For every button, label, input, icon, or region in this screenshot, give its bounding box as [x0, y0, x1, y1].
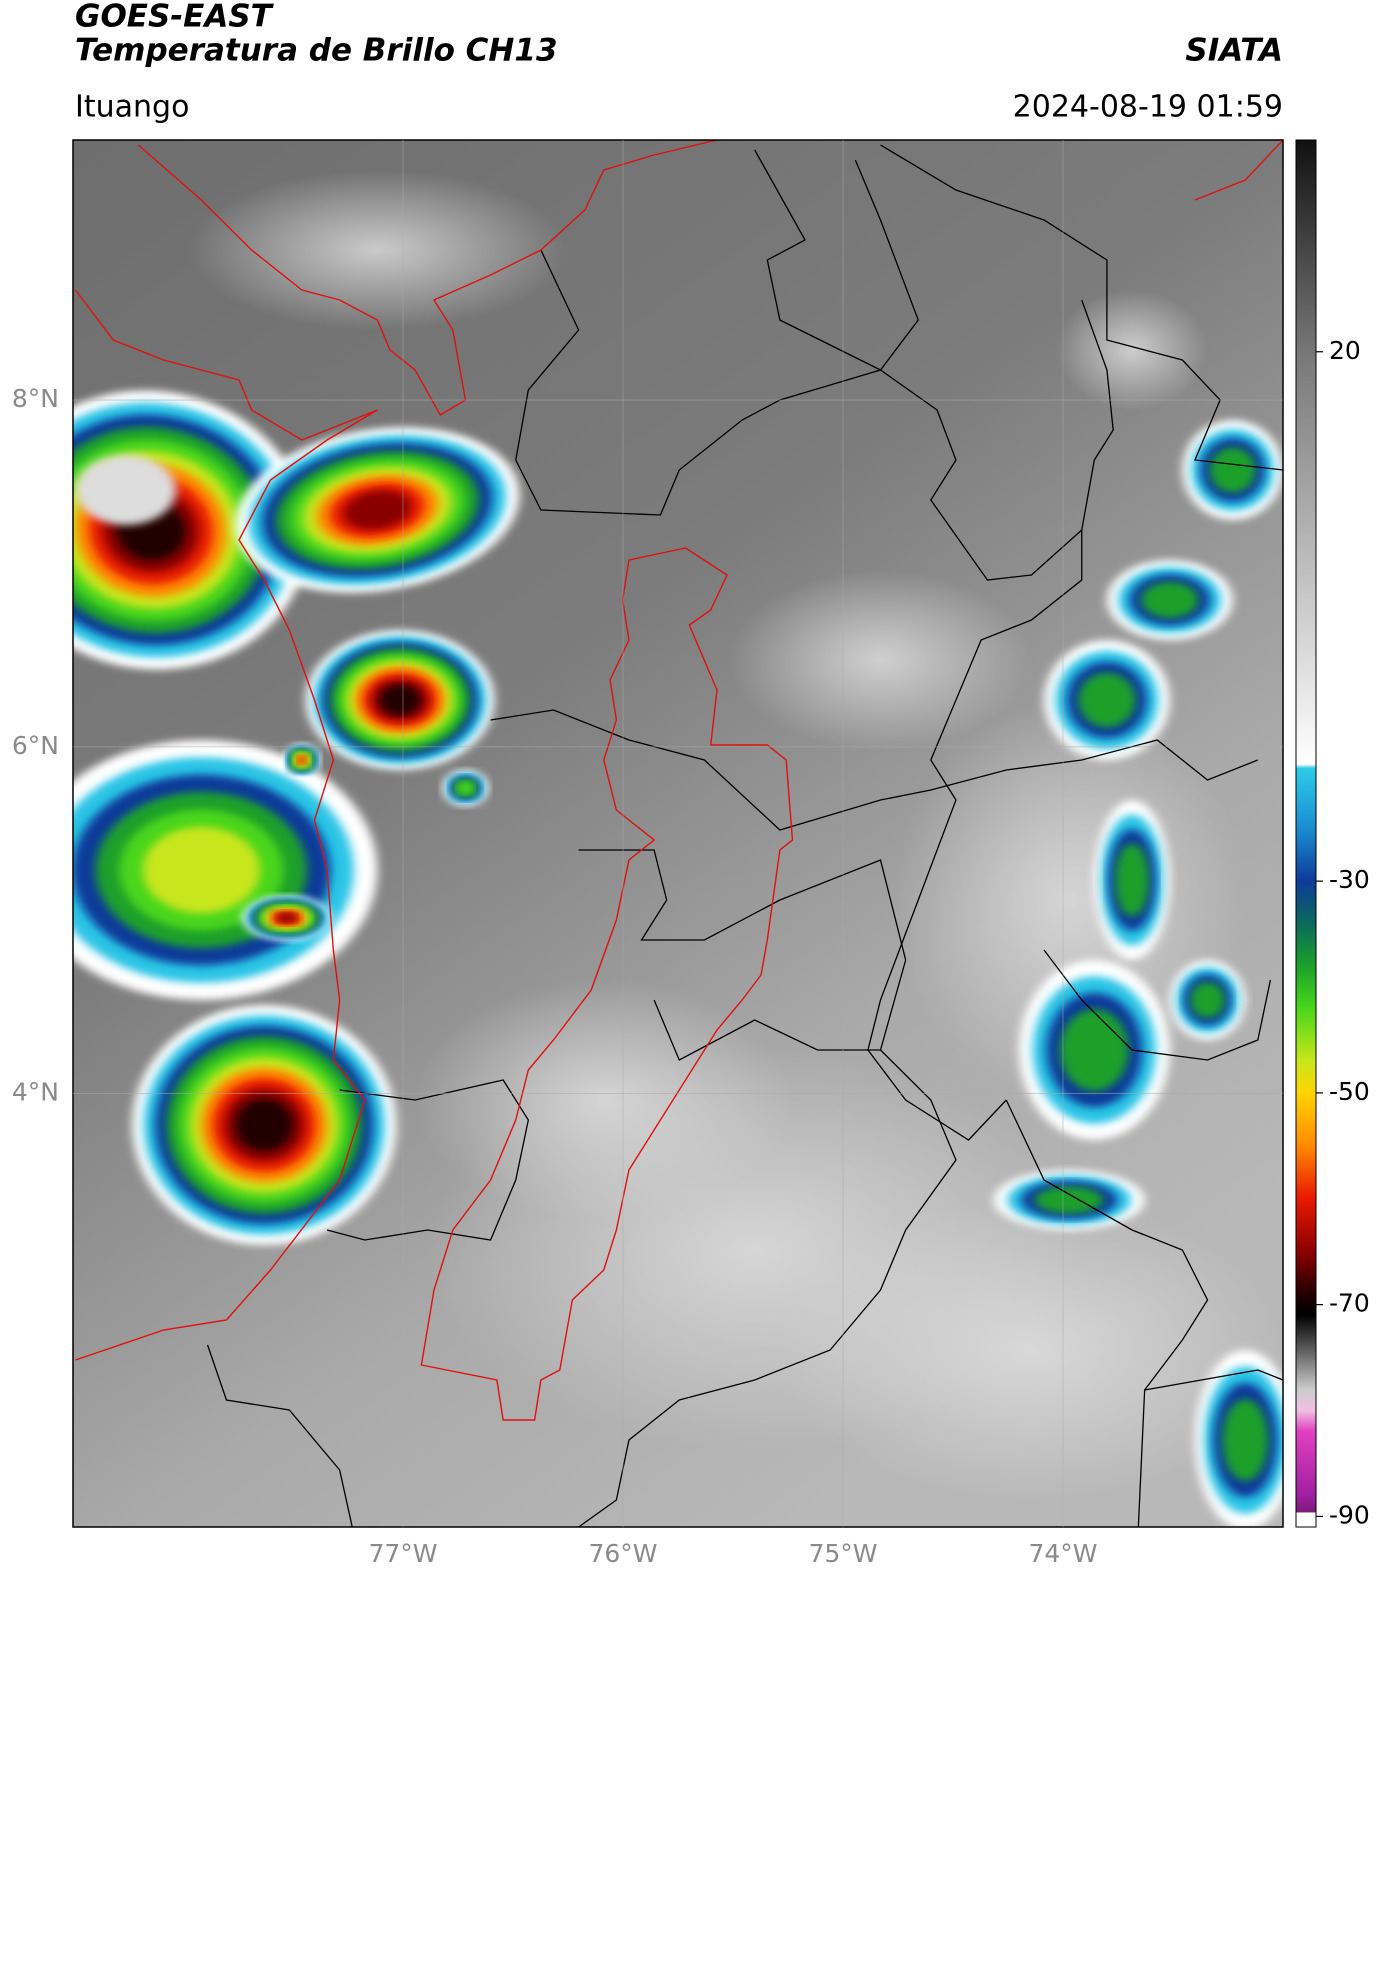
colorbar-tick-label: -90 [1329, 1500, 1370, 1529]
storm-cell [1141, 581, 1199, 619]
storm-cell [1209, 447, 1256, 493]
storm-cell [297, 755, 307, 765]
location: Ituango [75, 90, 189, 125]
x-tick-label: 75°W [808, 1539, 877, 1568]
satellite-title: GOES-EAST [75, 0, 275, 35]
satellite-map [73, 140, 1283, 1527]
storm-cell [235, 1098, 293, 1152]
y-tick-label: 6°N [12, 731, 59, 760]
coast-and-region [76, 140, 1283, 1420]
storm-cell [142, 826, 260, 914]
bright-cloud [1056, 290, 1208, 410]
borders [208, 145, 1283, 1527]
x-tick-label: 74°W [1028, 1539, 1097, 1568]
colorbar [1295, 139, 1317, 1528]
y-tick-label: 8°N [12, 384, 59, 413]
x-tick-label: 76°W [588, 1539, 657, 1568]
bright-cloud [779, 1200, 1283, 1500]
storm-cell [1222, 1399, 1269, 1481]
colorbar-tick-label: -70 [1329, 1289, 1370, 1318]
colorbar-tick-label: 20 [1329, 336, 1361, 365]
product-title: Temperatura de Brillo CH13 [75, 33, 558, 69]
storm-core [75, 455, 177, 525]
storm-cell [1060, 1009, 1129, 1091]
x-tick-label: 77°W [368, 1539, 437, 1568]
storm-cell [343, 490, 412, 530]
colorbar-tick-label: -30 [1329, 865, 1370, 894]
storm-cell [379, 684, 421, 716]
bright-cloud [729, 570, 1032, 750]
datetime: 2024-08-19 01:59 [1013, 90, 1283, 125]
bright-cloud [188, 170, 567, 330]
agency: SIATA [1185, 33, 1283, 69]
storm-cell [1078, 672, 1136, 728]
storm-cell [1190, 981, 1225, 1019]
storm-cell [1034, 1186, 1104, 1214]
storm-cell [1114, 843, 1150, 917]
bright-cloud [415, 980, 793, 1220]
bright-cloud [893, 700, 1246, 1100]
storm-cell [276, 912, 298, 924]
colorbar-tick-label: -50 [1329, 1077, 1370, 1106]
map-frame [72, 139, 1284, 1528]
y-tick-label: 4°N [12, 1078, 59, 1107]
storm-cell [456, 781, 475, 795]
